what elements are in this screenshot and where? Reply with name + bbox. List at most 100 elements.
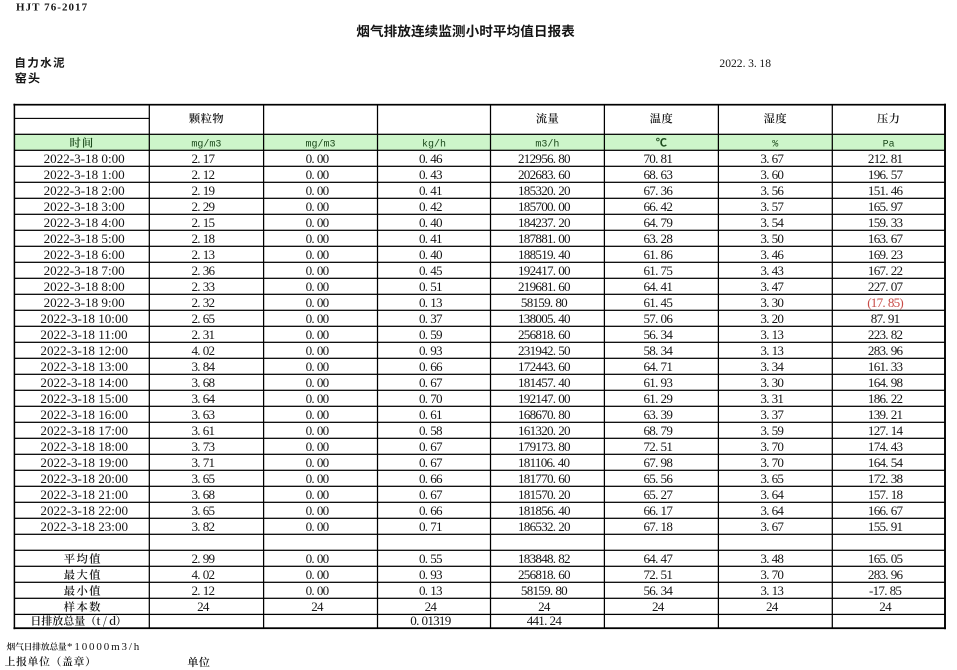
svg-text:0.00: 0. 00 xyxy=(306,215,330,230)
svg-text:0.43: 0. 43 xyxy=(419,167,443,182)
svg-text:151.46: 151. 46 xyxy=(868,183,904,198)
svg-text:66.42: 66. 42 xyxy=(644,199,673,214)
svg-text:*10000m3/h: *10000m3/h xyxy=(67,641,141,653)
svg-text:0.00: 0. 00 xyxy=(306,311,330,326)
svg-text:3.70: 3. 70 xyxy=(760,455,784,470)
svg-text:61.75: 61. 75 xyxy=(644,263,674,278)
svg-text:2022-3-18 20:00: 2022-3-18 20:00 xyxy=(40,471,128,486)
svg-text:24: 24 xyxy=(425,599,438,614)
svg-text:24: 24 xyxy=(538,599,551,614)
svg-text:3.65: 3. 65 xyxy=(760,471,784,486)
svg-text:196.57: 196. 57 xyxy=(868,167,904,182)
svg-text:56.34: 56. 34 xyxy=(644,327,674,342)
svg-text:2022.3.18: 2022. 3. 18 xyxy=(719,57,771,70)
svg-text:223.82: 223. 82 xyxy=(868,327,903,342)
svg-text:161.33: 161. 33 xyxy=(868,359,904,374)
svg-text:0.00: 0. 00 xyxy=(306,343,330,358)
svg-text:2.36: 2. 36 xyxy=(192,263,216,278)
svg-text:61.45: 61. 45 xyxy=(644,295,674,310)
svg-text:4.02: 4. 02 xyxy=(192,567,215,582)
svg-text:64.79: 64. 79 xyxy=(644,215,674,230)
svg-text:0.41: 0. 41 xyxy=(419,183,442,198)
svg-text:3.64: 3. 64 xyxy=(192,391,216,406)
svg-text:2.17: 2. 17 xyxy=(192,151,216,166)
svg-text:HJT 76-2017: HJT 76-2017 xyxy=(16,2,88,14)
svg-text:64.47: 64. 47 xyxy=(644,551,674,566)
svg-text:0.46: 0. 46 xyxy=(419,151,443,166)
svg-text:3.82: 3. 82 xyxy=(192,519,215,534)
svg-text:m3/h: m3/h xyxy=(535,138,559,150)
svg-text:441.24: 441. 24 xyxy=(527,613,563,628)
svg-text:58.34: 58. 34 xyxy=(644,343,674,358)
svg-text:0.58: 0. 58 xyxy=(419,423,443,438)
svg-text:0.67: 0. 67 xyxy=(419,439,443,454)
svg-text:0.00: 0. 00 xyxy=(306,375,330,390)
svg-text:2022-3-18 19:00: 2022-3-18 19:00 xyxy=(40,455,128,470)
svg-text:0.37: 0. 37 xyxy=(419,311,443,326)
svg-text:3.73: 3. 73 xyxy=(192,439,216,454)
svg-text:2022-3-18 21:00: 2022-3-18 21:00 xyxy=(40,487,128,502)
svg-text:0.42: 0. 42 xyxy=(419,199,442,214)
svg-text:3.65: 3. 65 xyxy=(192,503,216,518)
svg-text:2022-3-18 1:00: 2022-3-18 1:00 xyxy=(44,167,126,182)
svg-text:68.79: 68. 79 xyxy=(644,423,674,438)
svg-text:0.66: 0. 66 xyxy=(419,359,443,374)
svg-text:174.43: 174. 43 xyxy=(868,439,904,454)
svg-text:2022-3-18 8:00: 2022-3-18 8:00 xyxy=(44,279,126,294)
svg-text:283.96: 283. 96 xyxy=(868,343,904,358)
svg-text:mg/m3: mg/m3 xyxy=(191,138,221,150)
svg-text:3.65: 3. 65 xyxy=(192,471,216,486)
svg-text:185320.20: 185320. 20 xyxy=(518,183,571,198)
svg-text:2022-3-18 22:00: 2022-3-18 22:00 xyxy=(40,503,128,518)
svg-text:61.93: 61. 93 xyxy=(644,375,674,390)
svg-text:0.67: 0. 67 xyxy=(419,455,443,470)
svg-text:0.13: 0. 13 xyxy=(419,583,443,598)
svg-text:68.63: 68. 63 xyxy=(644,167,674,182)
svg-text:2022-3-18 5:00: 2022-3-18 5:00 xyxy=(44,231,126,246)
svg-text:3.59: 3. 59 xyxy=(760,423,784,438)
svg-text:0.00: 0. 00 xyxy=(306,327,330,342)
svg-text:2.29: 2. 29 xyxy=(192,199,216,214)
svg-text:3.70: 3. 70 xyxy=(760,567,784,582)
svg-text:0.00: 0. 00 xyxy=(306,183,330,198)
svg-text:0.71: 0. 71 xyxy=(419,519,442,534)
svg-text:181770.60: 181770. 60 xyxy=(518,471,571,486)
svg-text:-17.85: -17. 85 xyxy=(869,583,902,598)
svg-text:0.00: 0. 00 xyxy=(306,519,330,534)
svg-text:181856.40: 181856. 40 xyxy=(518,503,571,518)
svg-text:0.00: 0. 00 xyxy=(306,439,330,454)
svg-text:2022-3-18 7:00: 2022-3-18 7:00 xyxy=(44,263,126,278)
svg-text:227.07: 227. 07 xyxy=(868,279,904,294)
svg-text:2022-3-18 13:00: 2022-3-18 13:00 xyxy=(40,359,128,374)
svg-text:0.00: 0. 00 xyxy=(306,503,330,518)
svg-text:57.06: 57. 06 xyxy=(644,311,674,326)
svg-text:0.40: 0. 40 xyxy=(419,247,443,262)
svg-text:2.13: 2. 13 xyxy=(192,247,216,262)
svg-text:3.67: 3. 67 xyxy=(760,151,784,166)
svg-text:2022-3-18 17:00: 2022-3-18 17:00 xyxy=(40,423,128,438)
svg-text:0.55: 0. 55 xyxy=(419,551,443,566)
svg-text:2022-3-18 3:00: 2022-3-18 3:00 xyxy=(44,199,126,214)
svg-text:3.47: 3. 47 xyxy=(760,279,784,294)
svg-text:Pa: Pa xyxy=(883,139,895,150)
svg-text:167.22: 167. 22 xyxy=(868,263,903,278)
svg-text:0.00: 0. 00 xyxy=(306,487,330,502)
svg-text:56.34: 56. 34 xyxy=(644,583,674,598)
svg-text:2.19: 2. 19 xyxy=(192,183,216,198)
svg-text:0.41: 0. 41 xyxy=(419,231,442,246)
svg-text:0.00: 0. 00 xyxy=(306,247,330,262)
svg-text:2.31: 2. 31 xyxy=(192,327,215,342)
svg-text:2022-3-18 11:00: 2022-3-18 11:00 xyxy=(40,327,128,342)
svg-text:3.56: 3. 56 xyxy=(760,183,784,198)
svg-text:72.51: 72. 51 xyxy=(644,439,673,454)
svg-text:2022-3-18 6:00: 2022-3-18 6:00 xyxy=(44,247,126,262)
svg-text:231942.50: 231942. 50 xyxy=(518,343,571,358)
svg-text:24: 24 xyxy=(879,599,892,614)
svg-text:0.67: 0. 67 xyxy=(419,487,443,502)
svg-text:24: 24 xyxy=(311,599,324,614)
svg-text:2022-3-18 4:00: 2022-3-18 4:00 xyxy=(44,215,126,230)
svg-text:192417.00: 192417. 00 xyxy=(518,263,571,278)
svg-text:219681.60: 219681. 60 xyxy=(518,279,571,294)
svg-text:202683.60: 202683. 60 xyxy=(518,167,571,182)
svg-text:181457.40: 181457. 40 xyxy=(518,375,571,390)
